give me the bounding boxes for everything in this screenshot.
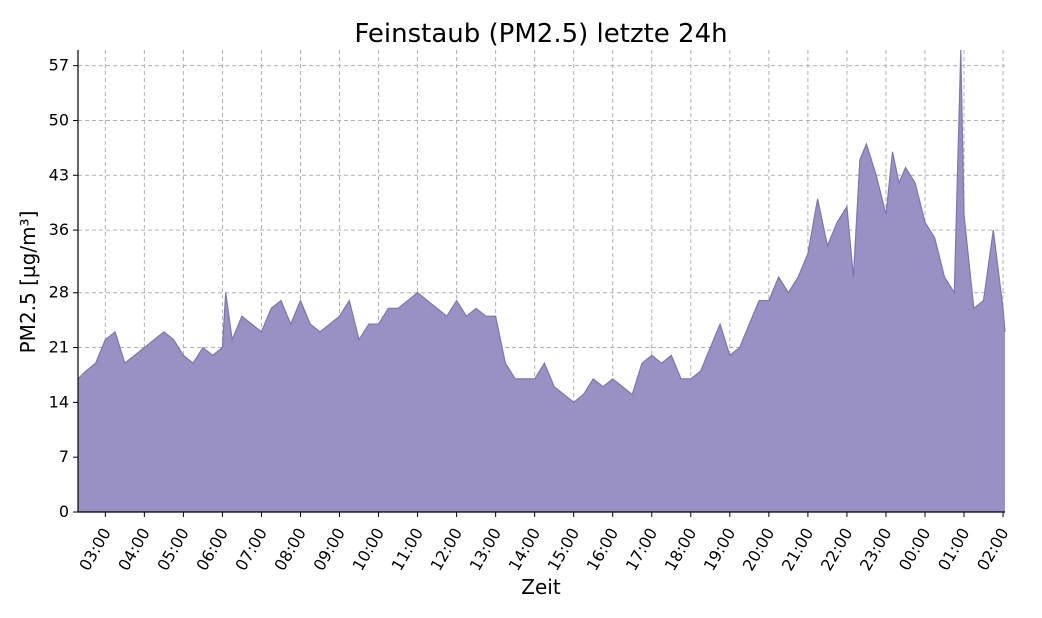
x-tick-label: 11:00 [388,525,428,574]
x-tick-label: 22:00 [817,525,857,574]
x-tick-label: 09:00 [309,525,349,574]
y-tick-label: 43 [49,165,69,184]
y-tick-label: 57 [49,56,69,75]
x-tick-label: 06:00 [192,525,232,574]
chart-title: Feinstaub (PM2.5) letzte 24h [354,19,727,49]
x-tick-label: 21:00 [778,525,818,574]
x-tick-label: 16:00 [583,525,623,574]
y-tick-label: 7 [59,447,69,466]
y-tick-label: 21 [49,338,69,357]
x-tick-label: 03:00 [75,525,115,574]
y-tick-label: 14 [49,392,69,411]
x-tick-label: 19:00 [700,525,740,574]
y-tick-label: 50 [49,110,69,129]
x-tick-label: 14:00 [505,525,545,574]
y-tick-label: 0 [59,502,69,521]
x-tick-label: 20:00 [739,525,779,574]
x-tick-label: 23:00 [856,525,896,574]
x-tick-label: 15:00 [544,525,584,574]
x-tick-label: 01:00 [934,525,974,574]
x-tick-label: 02:00 [973,524,1013,573]
x-tick-label: 04:00 [114,525,154,574]
y-tick-label: 36 [49,220,69,239]
x-tick-label: 08:00 [270,525,310,574]
x-tick-label: 12:00 [427,525,467,574]
x-ticks: 03:00 04:00 05:00 06:00 07:00 08:00 09:00 10:00… [75,512,1013,574]
axes [77,50,1005,513]
x-tick-label: 05:00 [153,525,193,574]
series-layer [77,49,1006,512]
x-tick-label: 13:00 [466,525,506,574]
x-tick-label: 00:00 [895,525,935,574]
y-axis-label: PM2.5 [µg/m³] [16,211,40,354]
x-tick-label: 17:00 [622,525,662,574]
x-tick-label: 07:00 [231,525,271,574]
x-tick-label: 10:00 [348,525,388,574]
y-ticks: 0 7 14 21 28 36 43 50 57 [49,56,78,521]
x-axis-label: Zeit [521,575,561,599]
pm25-area-fill [78,50,1005,512]
x-tick-label: 18:00 [661,525,701,574]
y-tick-label: 28 [49,283,69,302]
pm25-series-line [77,49,1006,404]
